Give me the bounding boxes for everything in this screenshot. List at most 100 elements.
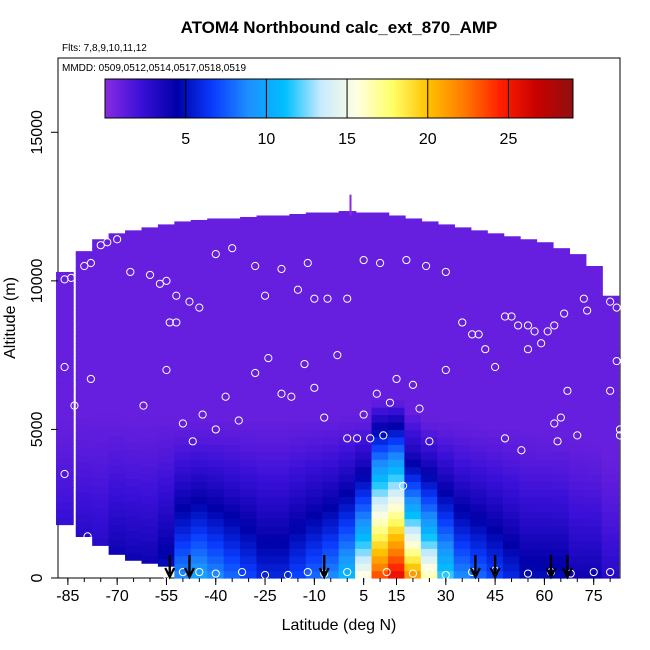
heatmap-cell: [305, 392, 324, 401]
heatmap-cell: [125, 263, 143, 272]
heatmap-cell: [190, 251, 209, 260]
heatmap-cell: [289, 503, 308, 512]
heatmap-cell: [552, 384, 570, 393]
heatmap-cell: [157, 395, 176, 404]
heatmap-cell: [387, 243, 406, 252]
heatmap-cell: [486, 236, 505, 245]
observation-point: [67, 273, 76, 282]
heatmap-cell: [552, 347, 570, 356]
heatmap-cell: [552, 251, 570, 260]
heatmap-cell: [387, 570, 406, 579]
heatmap-cell: [289, 548, 308, 557]
heatmap-cell: [207, 407, 225, 416]
heatmap-cell: [338, 518, 357, 527]
heatmap-cell: [141, 540, 160, 549]
heatmap-cell: [568, 526, 587, 535]
heatmap-cell: [338, 243, 357, 252]
heatmap-cell: [453, 414, 472, 423]
heatmap-cell: [305, 563, 324, 572]
heatmap-cell: [552, 370, 570, 379]
heatmap-cell: [190, 303, 209, 312]
heatmap-cell: [387, 310, 406, 319]
heatmap-cell: [420, 399, 439, 408]
heatmap-cell: [486, 399, 505, 408]
heatmap-cell: [355, 444, 373, 453]
heatmap-cell: [470, 444, 488, 453]
heatmap-cell: [207, 273, 225, 282]
heatmap-cell: [223, 218, 242, 223]
heatmap-cell: [305, 355, 324, 364]
heatmap-cell: [355, 459, 373, 468]
observation-point: [537, 339, 546, 348]
heatmap-cell: [470, 266, 488, 275]
observation-point: [283, 570, 293, 580]
heatmap-cell: [437, 511, 455, 520]
heatmap-cell: [601, 518, 620, 527]
heatmap-cell: [470, 243, 488, 252]
heatmap-cell: [305, 459, 324, 468]
heatmap-cell: [552, 414, 570, 423]
x-tick-label: 15: [388, 588, 406, 605]
heatmap-cell: [207, 399, 225, 408]
heatmap-cell: [453, 288, 472, 297]
heatmap-cell: [404, 533, 423, 542]
heatmap-cell: [272, 414, 291, 423]
heatmap-cell: [453, 332, 472, 341]
heatmap-cell: [190, 488, 209, 497]
heatmap-cell: [223, 563, 242, 572]
heatmap-cell: [141, 280, 160, 289]
heatmap-cell: [289, 533, 308, 542]
heatmap-cell: [305, 340, 324, 349]
heatmap-cell: [338, 474, 357, 483]
heatmap-cell: [92, 441, 110, 450]
heatmap-cell: [355, 273, 373, 282]
heatmap-cell: [256, 518, 275, 527]
heatmap-cell: [272, 325, 291, 334]
heatmap-cell: [92, 263, 110, 272]
heatmap-cell: [387, 399, 406, 408]
heatmap-cell: [141, 399, 160, 408]
heatmap-cell: [486, 518, 505, 527]
heatmap-cell: [289, 273, 308, 282]
heatmap-cell: [568, 518, 587, 527]
heatmap-cell: [256, 555, 275, 564]
heatmap-cell: [420, 273, 439, 282]
heatmap-cell: [272, 540, 291, 549]
heatmap-cell: [56, 390, 74, 399]
heatmap-cell: [486, 377, 505, 386]
arrow-head: [545, 567, 557, 580]
heatmap-cell: [404, 392, 423, 401]
heatmap-cell: [387, 325, 406, 334]
heatmap-cell: [338, 384, 357, 393]
heatmap-cell: [289, 481, 308, 490]
heatmap-cell: [141, 228, 160, 237]
heatmap-cell: [305, 332, 324, 341]
heatmap-cell: [141, 422, 160, 431]
heatmap-cell: [371, 212, 390, 215]
heatmap-cell: [420, 303, 439, 312]
heatmap-cell: [519, 332, 538, 341]
observation-point: [165, 318, 174, 327]
heatmap-cell: [108, 346, 127, 355]
heatmap-cell: [568, 436, 587, 445]
heatmap-cell: [190, 340, 209, 349]
arrow-markers: [164, 555, 573, 580]
heatmap-cell: [289, 318, 308, 327]
heatmap-cell: [371, 518, 390, 527]
observation-point: [172, 291, 181, 300]
heatmap-cell: [75, 469, 94, 478]
heatmap-cell: [453, 459, 472, 468]
heatmap-cell: [404, 310, 423, 319]
observation-point: [517, 446, 526, 455]
heatmap-cell: [305, 422, 324, 431]
heatmap-cell: [56, 361, 74, 370]
heatmap-cell: [75, 454, 94, 463]
heatmap-cell: [125, 426, 143, 435]
observation-point: [596, 244, 605, 253]
heatmap-cell: [174, 526, 193, 535]
heatmap-cell: [174, 481, 193, 490]
observation-point: [333, 351, 342, 360]
heatmap-cell: [322, 503, 340, 512]
heatmap-cell: [305, 436, 324, 445]
heatmap-cell: [92, 344, 110, 353]
